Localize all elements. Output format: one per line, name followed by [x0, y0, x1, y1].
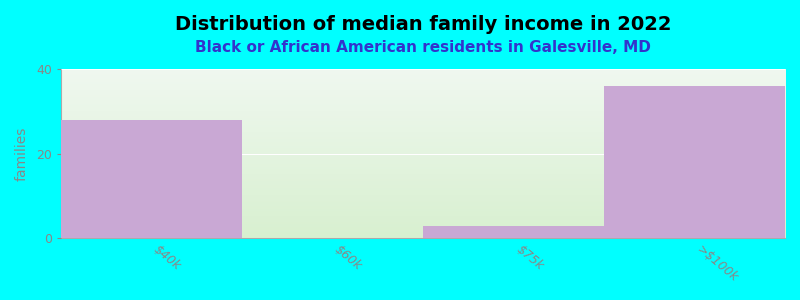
Bar	[604, 86, 785, 238]
Bar	[61, 120, 242, 238]
Y-axis label: families: families	[15, 126, 29, 181]
Text: Black or African American residents in Galesville, MD: Black or African American residents in G…	[195, 40, 651, 55]
Title: Distribution of median family income in 2022: Distribution of median family income in …	[174, 15, 671, 34]
Bar	[423, 226, 604, 238]
